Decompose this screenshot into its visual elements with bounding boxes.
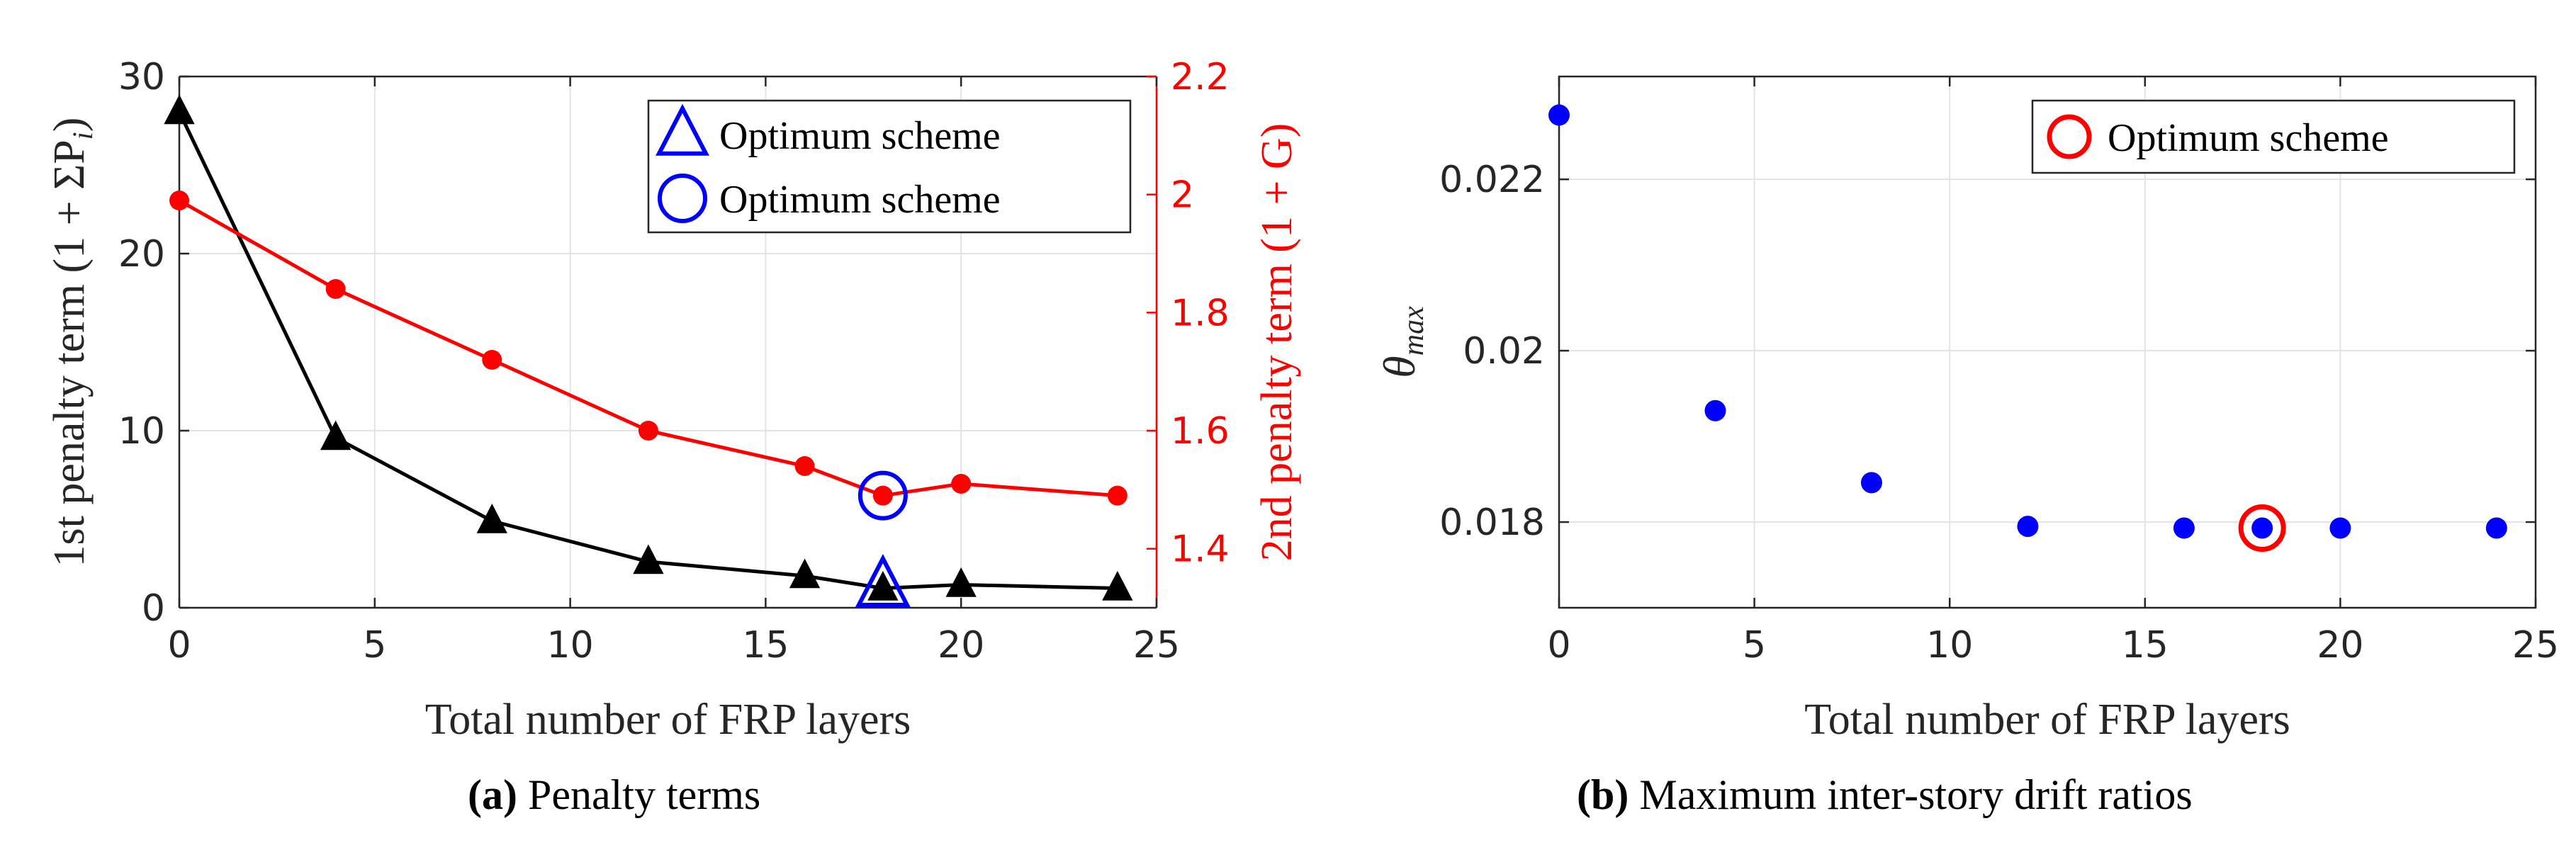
- y-tick-label-b: 0.02: [1463, 330, 1545, 373]
- point-penalty1: [1102, 571, 1133, 601]
- point-drift: [1860, 472, 1882, 494]
- x-tick-label-b: 20: [2317, 624, 2363, 667]
- point-drift: [2329, 517, 2351, 539]
- caption-b: (b) Maximum inter-story drift ratios: [1577, 771, 2193, 820]
- point-penalty1: [164, 94, 195, 125]
- series-line-penalty1: [177, 110, 1118, 591]
- y-tick-label-left-a: 20: [118, 233, 165, 276]
- y-tick-label-right-a: 1.8: [1171, 292, 1230, 334]
- point-penalty2: [794, 456, 815, 476]
- x-tick-label-a: 20: [938, 624, 984, 667]
- point-penalty2: [169, 191, 189, 210]
- legend-label-a: Optimum scheme: [719, 114, 1001, 158]
- panel-b: 0 5 10 15 20 25 0.018 0.02 0.022 Total number of …: [1374, 75, 2559, 744]
- point-penalty1: [320, 420, 351, 450]
- x-tick-label-b: 5: [1743, 624, 1766, 667]
- point-penalty2: [482, 350, 502, 370]
- point-penalty2: [325, 279, 346, 299]
- legend-label-b: Optimum scheme: [2108, 116, 2389, 160]
- caption-b-tag: (b): [1577, 771, 1629, 818]
- legend-label-a: Optimum scheme: [719, 178, 1001, 222]
- series-line-penalty2: [178, 198, 1118, 498]
- y-axis-label-right-a: 2nd penalty term (1 + G): [1253, 123, 1301, 562]
- optimum-circle-marker-b: [2238, 504, 2286, 552]
- x-tick-label-b: 25: [2512, 624, 2559, 667]
- point-drift: [2017, 516, 2039, 538]
- point-penalty1: [633, 544, 664, 574]
- point-drift: [1704, 400, 1726, 421]
- point-drift: [2485, 517, 2507, 539]
- caption-a-text: Penalty terms: [527, 771, 761, 818]
- x-tick-label-b: 15: [2122, 624, 2169, 667]
- caption-a-tag: (a): [468, 771, 517, 818]
- point-penalty2: [1107, 485, 1127, 506]
- y-tick-label-left-a: 30: [118, 56, 165, 98]
- frame-b: [1558, 75, 2537, 609]
- legend-a: [647, 99, 1132, 234]
- point-drift: [1548, 104, 1570, 126]
- y-tick-label-left-a: 0: [142, 587, 165, 630]
- point-penalty1: [867, 571, 899, 601]
- caption-b-text: Maximum inter-story drift ratios: [1639, 771, 2193, 818]
- legend-b: [2031, 99, 2516, 174]
- caption-a: (a) Penalty terms: [468, 771, 760, 820]
- y-tick-label-right-a: 2.2: [1171, 56, 1230, 98]
- point-penalty2: [951, 474, 972, 494]
- y-tick-label-left-a: 10: [118, 410, 165, 453]
- x-axis-label-a: Total number of FRP layers: [425, 696, 911, 744]
- legend-circle-icon-b: [2047, 114, 2092, 159]
- y-tick-label-b: 0.022: [1439, 159, 1545, 201]
- point-penalty1: [789, 558, 821, 589]
- point-penalty2: [638, 421, 658, 441]
- y-axis-label-b: θmax: [1374, 306, 1430, 378]
- x-tick-label-a: 0: [167, 624, 191, 667]
- x-tick-label-a: 10: [547, 624, 594, 667]
- panel-a: 0 5 10 15 20 25 0 10 20 30 1.4 1.6 1.8 2 2.2 Total numb…: [45, 56, 1301, 744]
- optimum-circle-marker: [857, 470, 908, 521]
- legend-triangle-icon: [656, 103, 709, 156]
- x-axis-label-b: Total number of FRP layers: [1804, 696, 2290, 744]
- x-tick-label-b: 0: [1547, 624, 1570, 667]
- point-drift: [2251, 517, 2273, 539]
- point-drift: [2173, 517, 2195, 539]
- y-tick-label-b: 0.018: [1439, 502, 1545, 544]
- point-penalty1: [476, 504, 507, 533]
- x-tick-label-a: 15: [742, 624, 789, 667]
- optimum-triangle-marker: [855, 554, 911, 608]
- y-tick-label-right-a: 1.6: [1171, 410, 1230, 453]
- point-penalty1: [945, 567, 977, 597]
- y-tick-label-right-a: 1.4: [1171, 528, 1230, 571]
- y-tick-label-right-a: 2: [1171, 174, 1194, 217]
- y-axis-label-left-a: 1st penalty term (1 + ΣPi): [45, 118, 99, 567]
- legend-circle-icon: [658, 174, 707, 223]
- x-tick-label-a: 5: [363, 624, 386, 667]
- point-penalty2: [872, 485, 893, 506]
- x-tick-label-a: 25: [1133, 624, 1180, 667]
- x-tick-label-b: 10: [1926, 624, 1973, 667]
